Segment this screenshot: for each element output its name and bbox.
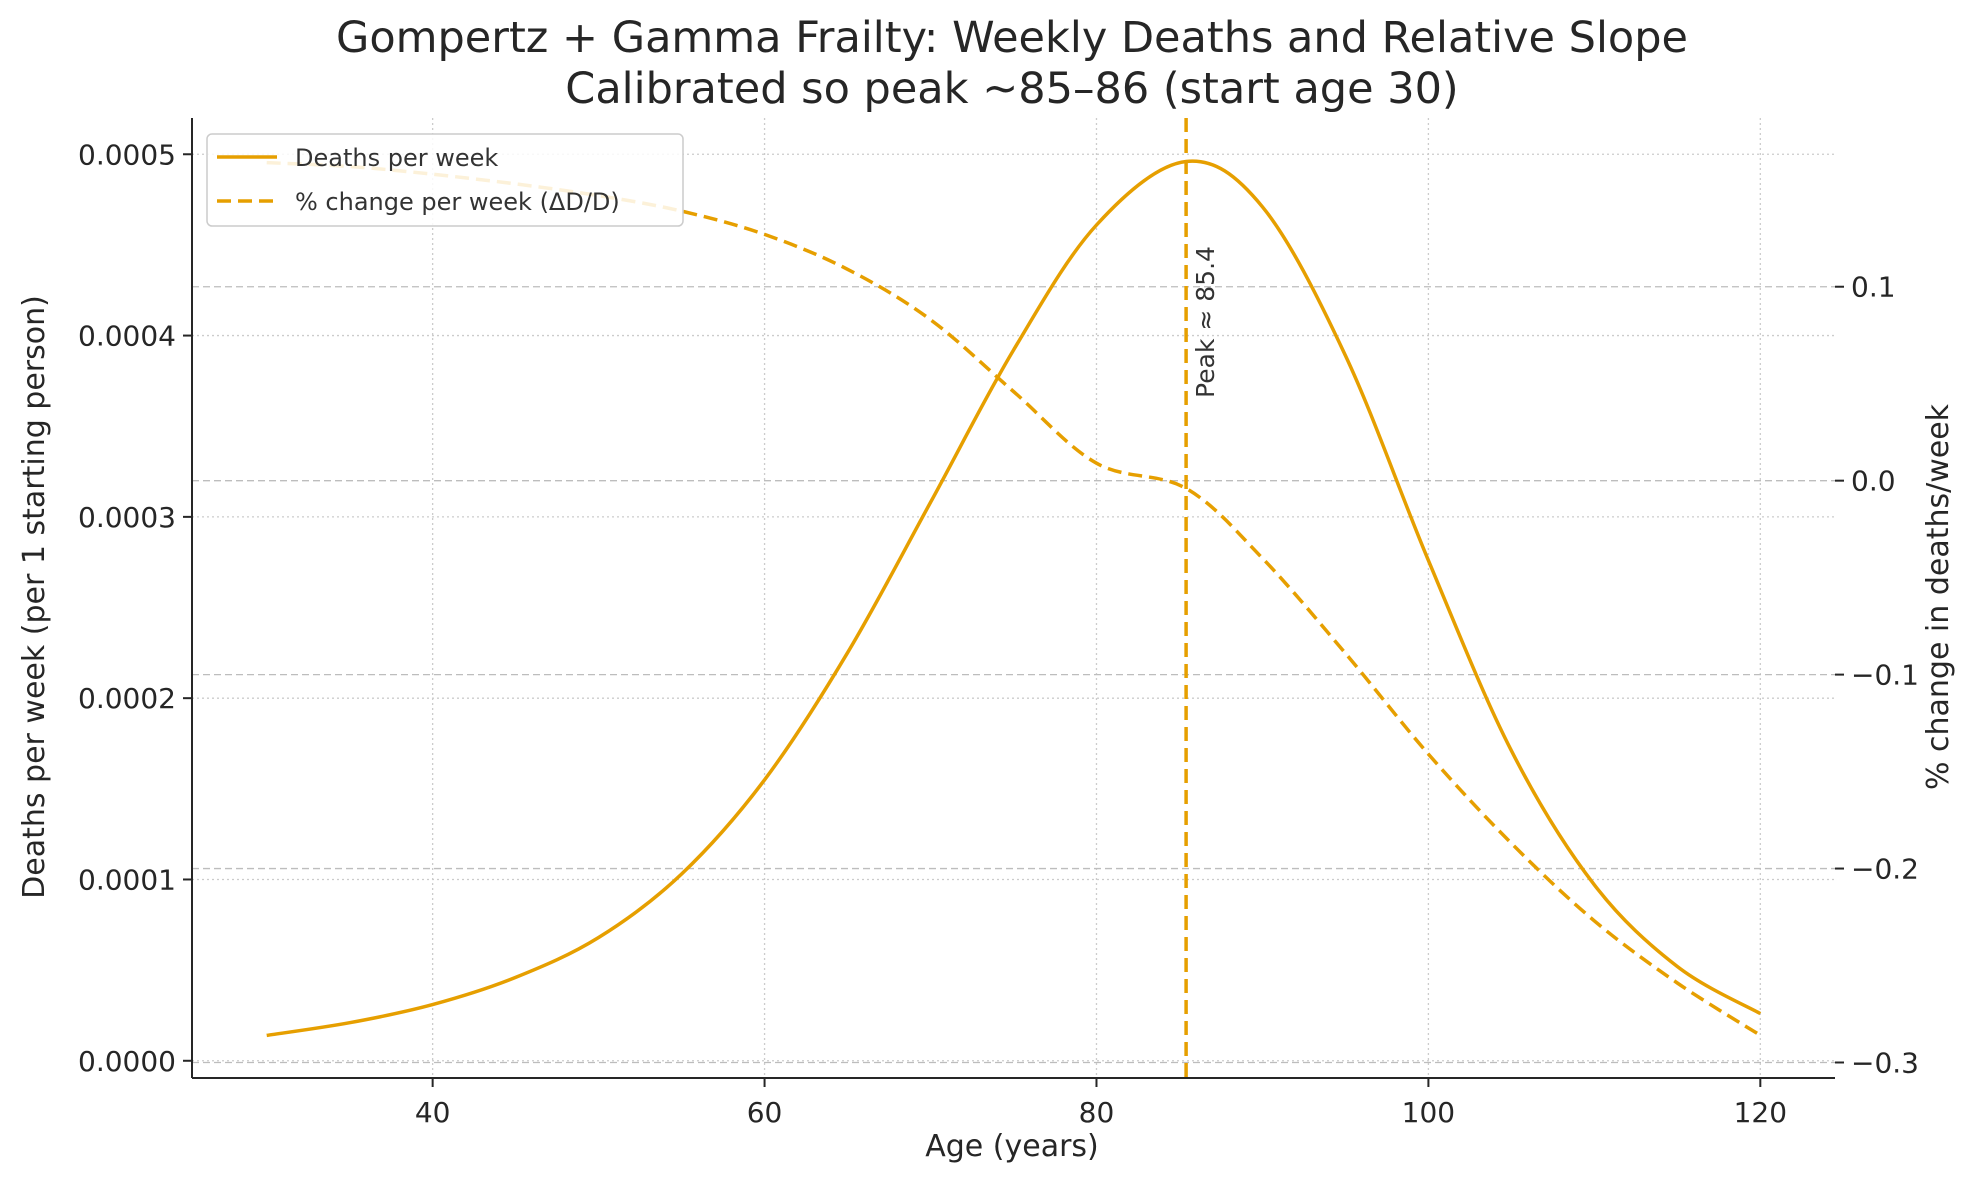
peak-annotation: Peak ≈ 85.4 <box>1191 246 1220 398</box>
x-tick-label: 60 <box>747 1096 783 1129</box>
right-y-tick-label: −0.2 <box>1851 853 1919 886</box>
left-y-axis-ticks: 0.0000 0.0001 0.0002 0.0003 0.0004 0.0005 <box>78 138 192 1078</box>
right-y-tick-label: 0.1 <box>1851 271 1896 304</box>
legend-label-deaths: Deaths per week <box>295 144 498 172</box>
x-tick-label: 120 <box>1734 1096 1787 1129</box>
series-line-percent-change <box>266 160 1762 1037</box>
legend-label-change: % change per week (ΔD/D) <box>295 188 620 216</box>
x-tick-label: 80 <box>1079 1096 1115 1129</box>
x-axis-label: Age (years) <box>925 1129 1099 1164</box>
left-y-axis-label: Deaths per week (per 1 starting person) <box>17 295 52 899</box>
right-y-tick-label: −0.1 <box>1851 659 1919 692</box>
left-y-tick-label: 0.0004 <box>78 320 176 353</box>
x-tick-label: 100 <box>1402 1096 1455 1129</box>
left-y-gridlines <box>192 153 1835 1062</box>
right-y-tick-label: 0.0 <box>1851 465 1896 498</box>
x-gridlines <box>431 118 1761 1078</box>
right-y-axis-ticks: 0.1 0.0 −0.1 −0.2 −0.3 <box>1835 271 1919 1079</box>
left-y-tick-label: 0.0002 <box>78 682 176 715</box>
left-y-tick-label: 0.0003 <box>78 501 176 534</box>
legend: Deaths per week % change per week (ΔD/D) <box>206 133 684 227</box>
legend-box <box>206 133 684 227</box>
left-y-tick-label: 0.0005 <box>78 138 176 171</box>
right-y-axis-label: % change in deaths/week <box>1921 403 1956 790</box>
right-y-tick-label: −0.3 <box>1851 1046 1919 1079</box>
chart-subtitle: Calibrated so peak ~85–86 (start age 30) <box>565 64 1458 114</box>
series-line-deaths-per-week <box>266 159 1762 1038</box>
chart-title: Gompertz + Gamma Frailty: Weekly Deaths … <box>336 13 1688 63</box>
x-tick-label: 40 <box>415 1096 451 1129</box>
left-y-tick-label: 0.0001 <box>78 863 176 896</box>
x-axis-ticks: 40 60 80 100 120 <box>415 1078 1787 1129</box>
left-y-tick-label: 0.0000 <box>78 1045 176 1078</box>
right-y-gridlines <box>192 286 1835 1064</box>
